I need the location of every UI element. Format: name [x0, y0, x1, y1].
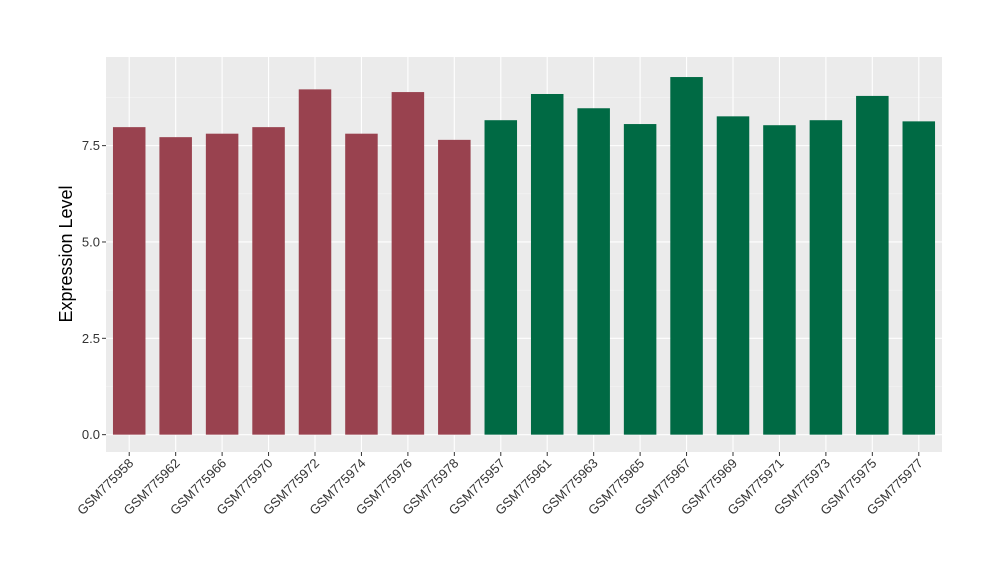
bar-gsm775978 — [438, 139, 471, 435]
bar-gsm775975 — [856, 95, 889, 435]
bar-gsm775977 — [902, 121, 936, 435]
bar-gsm775972 — [298, 89, 332, 435]
y-tick-label: 7.5 — [82, 138, 100, 153]
bar-gsm775970 — [252, 127, 285, 435]
x-axis: GSM775958GSM775962GSM775966GSM775970GSM7… — [74, 452, 926, 518]
bar-gsm775963 — [577, 108, 610, 435]
bar-gsm775974 — [345, 133, 378, 435]
bars — [112, 77, 936, 435]
bar-gsm775976 — [391, 92, 425, 435]
bar-gsm775967 — [670, 77, 703, 435]
plot-panel — [106, 57, 942, 452]
bar-gsm775973 — [809, 120, 843, 435]
bar-gsm775965 — [623, 124, 657, 435]
bar-gsm775961 — [530, 93, 564, 435]
y-axis-title: Expression Level — [56, 185, 76, 322]
bar-gsm775957 — [484, 120, 518, 435]
bar-gsm775962 — [159, 137, 192, 435]
y-tick-label: 0.0 — [82, 427, 100, 442]
bar-gsm775958 — [112, 127, 146, 435]
bar-gsm775969 — [716, 116, 750, 435]
y-tick-label: 2.5 — [82, 331, 100, 346]
y-axis: 0.0 2.5 5.0 7.5 — [82, 138, 106, 442]
bar-gsm775971 — [763, 125, 796, 435]
y-tick-label: 5.0 — [82, 234, 100, 249]
bar-gsm775966 — [205, 133, 239, 435]
